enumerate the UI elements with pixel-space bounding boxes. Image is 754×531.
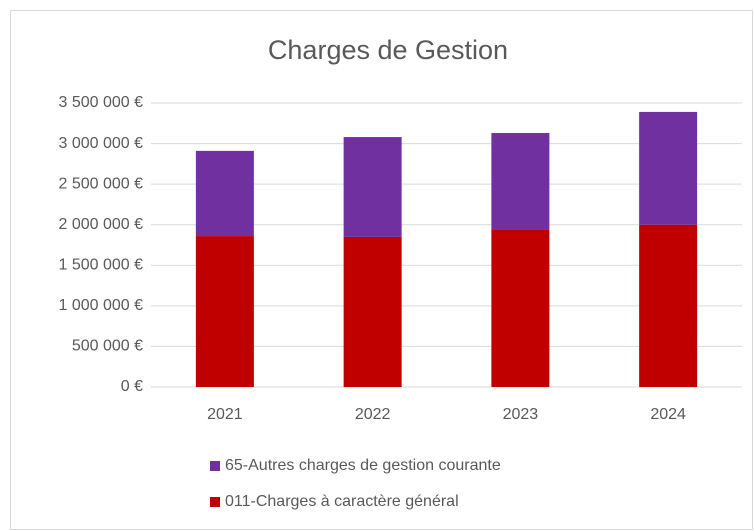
x-tick-label: 2024 — [650, 406, 686, 423]
bar-segment — [639, 111, 698, 225]
bar-segment — [343, 137, 402, 237]
legend-swatch — [210, 461, 220, 471]
y-tick-label: 1 500 000 € — [58, 257, 143, 274]
legend-label: 011-Charges à caractère général — [225, 493, 459, 510]
y-tick-label: 1 000 000 € — [58, 297, 143, 314]
chart-title: Charges de Gestion — [268, 35, 508, 65]
x-tick-label: 2021 — [207, 406, 243, 423]
y-tick-label: 3 500 000 € — [58, 94, 143, 111]
y-tick-label: 2 500 000 € — [58, 175, 143, 192]
bar-segment — [639, 224, 698, 387]
legend-swatch — [210, 497, 220, 507]
bar-segment — [491, 133, 550, 230]
bar-segment — [343, 236, 402, 387]
x-tick-label: 2022 — [355, 406, 391, 423]
bar-segment — [195, 236, 254, 387]
x-tick-label: 2023 — [503, 406, 539, 423]
y-tick-label: 500 000 € — [72, 338, 143, 355]
bar-segment — [195, 150, 254, 237]
y-tick-label: 2 000 000 € — [58, 216, 143, 233]
y-tick-label: 0 € — [121, 378, 143, 395]
bar-segment — [491, 229, 550, 387]
y-tick-label: 3 000 000 € — [58, 135, 143, 152]
legend-label: 65-Autres charges de gestion courante — [225, 457, 501, 474]
